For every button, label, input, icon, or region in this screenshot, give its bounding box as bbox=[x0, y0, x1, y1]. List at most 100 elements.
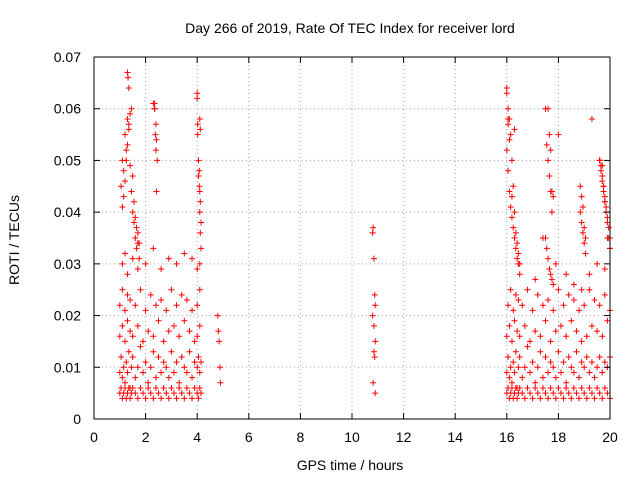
data-point bbox=[370, 322, 377, 329]
data-point bbox=[173, 395, 180, 402]
data-point bbox=[140, 369, 147, 376]
x-tick-label: 8 bbox=[297, 429, 305, 445]
data-point bbox=[555, 348, 562, 355]
data-point bbox=[196, 167, 203, 174]
y-tick-label: 0.05 bbox=[54, 152, 81, 168]
data-point bbox=[552, 260, 559, 267]
x-tick-label: 10 bbox=[344, 429, 360, 445]
data-point bbox=[158, 297, 165, 304]
data-point bbox=[548, 188, 555, 195]
y-tick-label: 0.03 bbox=[54, 256, 81, 272]
axis-ticks: 0 2 4 6 8 10 12 14 16 18 20 0 0.01 0.02 0.03 0.04 0.05 0.… bbox=[54, 49, 618, 445]
data-point bbox=[573, 328, 580, 335]
data-point bbox=[591, 374, 598, 381]
data-point bbox=[542, 390, 549, 397]
data-point bbox=[578, 193, 585, 200]
data-point bbox=[178, 353, 185, 360]
data-point bbox=[176, 379, 183, 386]
data-point bbox=[505, 302, 512, 309]
data-point bbox=[142, 307, 149, 314]
data-point bbox=[153, 136, 160, 143]
data-point bbox=[586, 271, 593, 278]
data-point bbox=[586, 286, 593, 293]
data-point bbox=[198, 219, 205, 226]
data-point bbox=[196, 209, 203, 216]
data-point bbox=[594, 328, 601, 335]
data-point bbox=[546, 131, 553, 138]
data-point bbox=[547, 359, 554, 366]
data-point bbox=[507, 131, 514, 138]
data-point bbox=[147, 364, 154, 371]
data-point bbox=[521, 364, 528, 371]
x-tick-label: 4 bbox=[193, 429, 201, 445]
data-point bbox=[514, 328, 521, 335]
data-point bbox=[152, 131, 159, 138]
data-point bbox=[599, 172, 606, 179]
y-tick-label: 0.04 bbox=[54, 204, 81, 220]
data-point bbox=[186, 390, 193, 397]
data-point bbox=[116, 333, 123, 340]
y-tick-label: 0.06 bbox=[54, 101, 81, 117]
data-point bbox=[124, 116, 131, 123]
data-point bbox=[370, 348, 377, 355]
data-point bbox=[140, 390, 147, 397]
data-point bbox=[565, 390, 572, 397]
data-point bbox=[134, 229, 141, 236]
data-point bbox=[543, 141, 550, 148]
data-point bbox=[127, 162, 134, 169]
data-point bbox=[537, 333, 544, 340]
data-point bbox=[588, 359, 595, 366]
data-point bbox=[579, 203, 586, 210]
data-point bbox=[515, 297, 522, 304]
data-point bbox=[197, 198, 204, 205]
data-point bbox=[581, 240, 588, 247]
data-point bbox=[505, 353, 512, 360]
data-point bbox=[601, 384, 608, 391]
data-point bbox=[512, 291, 519, 298]
data-point bbox=[120, 193, 127, 200]
data-point bbox=[507, 364, 514, 371]
data-point bbox=[125, 121, 132, 128]
data-point bbox=[216, 364, 223, 371]
data-point bbox=[512, 229, 519, 236]
data-point bbox=[512, 245, 519, 252]
data-point bbox=[599, 178, 606, 185]
data-point bbox=[195, 157, 202, 164]
data-point bbox=[534, 291, 541, 298]
data-point bbox=[588, 390, 595, 397]
data-point bbox=[197, 126, 204, 133]
data-point bbox=[372, 338, 379, 345]
data-point bbox=[150, 333, 157, 340]
data-point bbox=[506, 374, 513, 381]
data-point bbox=[524, 384, 531, 391]
data-point bbox=[194, 364, 201, 371]
data-point bbox=[516, 333, 523, 340]
data-point bbox=[134, 240, 141, 247]
data-point bbox=[186, 328, 193, 335]
data-point bbox=[573, 390, 580, 397]
data-point bbox=[128, 105, 135, 112]
data-point bbox=[552, 328, 559, 335]
data-point bbox=[524, 343, 531, 350]
data-point bbox=[194, 131, 201, 138]
y-tick-label: 0.02 bbox=[54, 308, 81, 324]
data-point bbox=[155, 390, 162, 397]
data-point bbox=[198, 245, 205, 252]
data-point bbox=[547, 271, 554, 278]
data-point bbox=[160, 338, 167, 345]
data-point bbox=[601, 198, 608, 205]
data-point bbox=[557, 369, 564, 376]
data-point bbox=[578, 338, 585, 345]
data-point bbox=[176, 384, 183, 391]
data-point bbox=[548, 276, 555, 283]
y-tick-label: 0.07 bbox=[54, 49, 81, 65]
data-point bbox=[119, 322, 126, 329]
data-point bbox=[555, 384, 562, 391]
data-point bbox=[581, 390, 588, 397]
data-point bbox=[557, 322, 564, 329]
data-point bbox=[539, 374, 546, 381]
data-point bbox=[142, 395, 149, 402]
data-point bbox=[582, 235, 589, 241]
data-point bbox=[596, 390, 603, 397]
data-point bbox=[127, 297, 134, 304]
